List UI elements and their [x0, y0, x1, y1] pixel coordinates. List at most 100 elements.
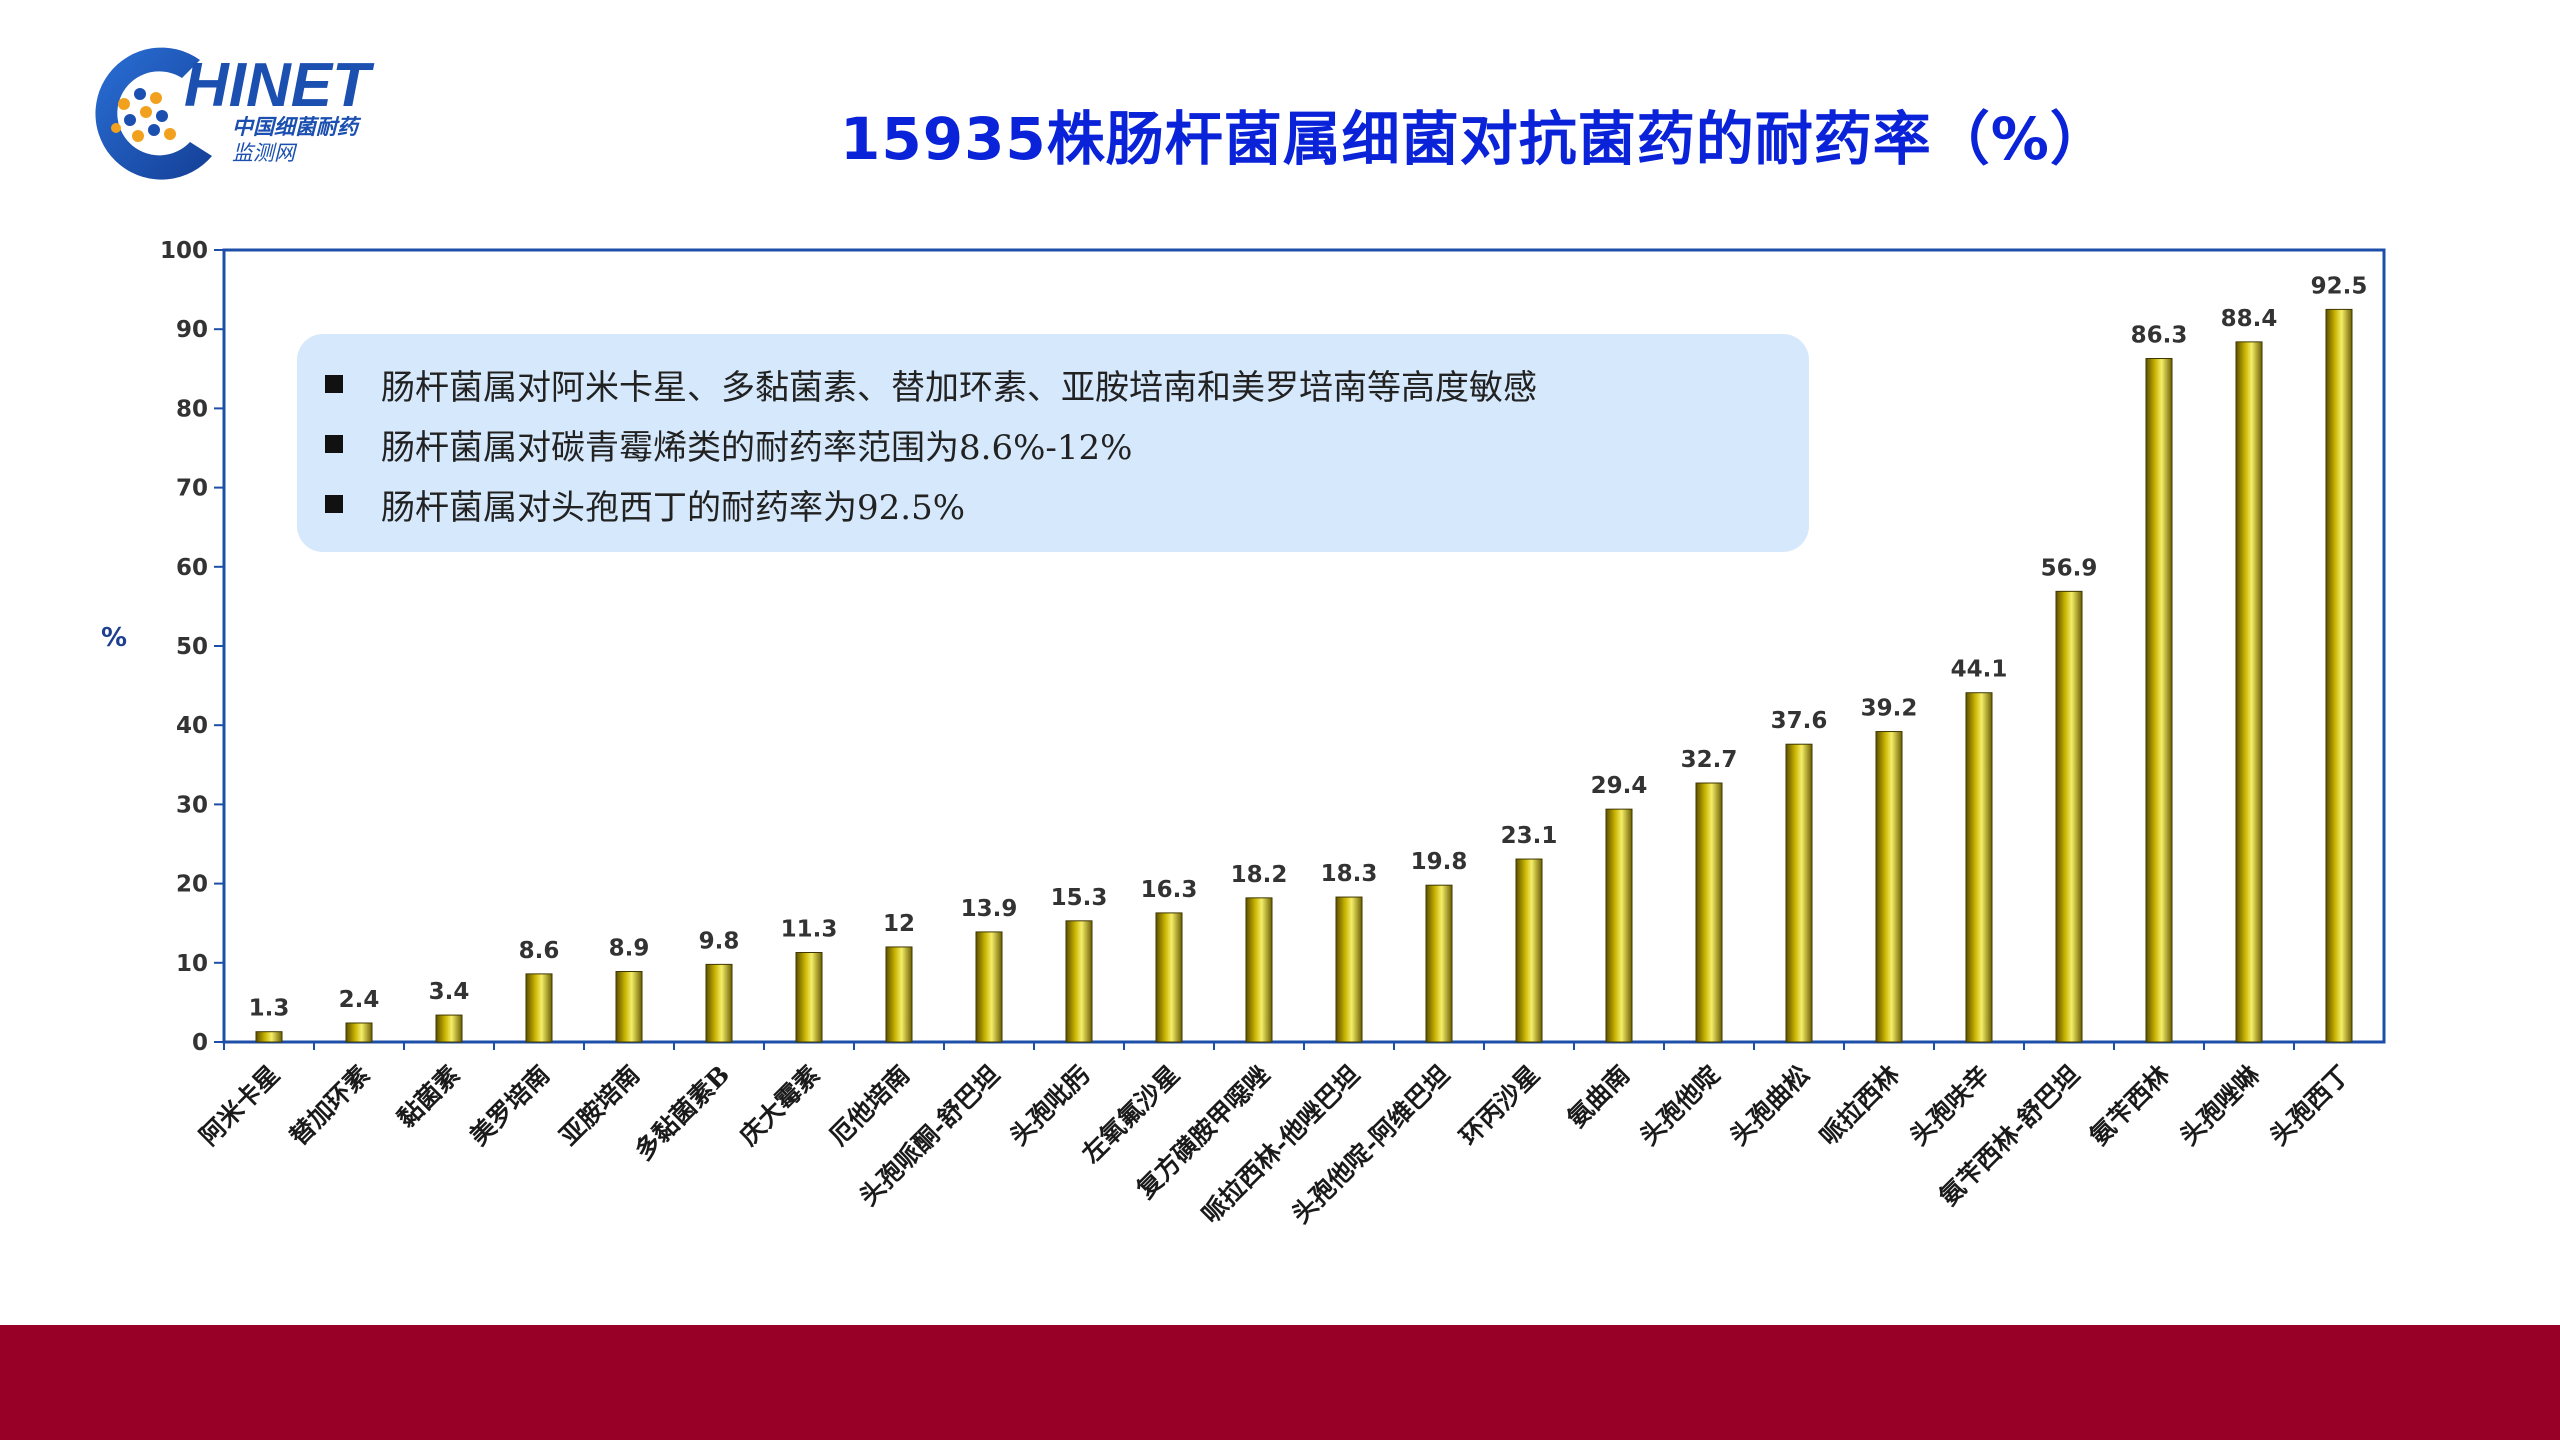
data-label: 92.5 [2311, 273, 2368, 299]
x-tick-label: 多黏菌素B [629, 1060, 735, 1166]
x-tick-label: 哌拉西林-他唑巴坦 [1196, 1060, 1365, 1229]
x-tick-label: 厄他培南 [824, 1060, 915, 1151]
x-tick-label: 氨曲南 [1562, 1060, 1636, 1134]
y-tick-label: 70 [176, 476, 208, 502]
x-tick-label: 环丙沙星 [1454, 1060, 1545, 1151]
logo-globe-icon [95, 47, 212, 180]
data-label: 56.9 [2041, 555, 2098, 581]
y-tick-label: 30 [176, 792, 208, 818]
note-text: 肠杆菌属对阿米卡星、多黏菌素、替加环素、亚胺培南和美罗培南等高度敏感 [381, 367, 1537, 408]
data-label: 86.3 [2131, 323, 2188, 349]
bar [975, 931, 1003, 1043]
note-item: 肠杆菌属对头孢西丁的耐药率为92.5% [325, 474, 1781, 534]
x-tick-label: 头孢唑啉 [2174, 1060, 2265, 1151]
x-tick-label: 头孢呋辛 [1904, 1060, 1995, 1151]
x-tick-label: 替加环素 [284, 1060, 375, 1151]
page-title: 15935株肠杆菌属细菌对抗菌药的耐药率（%） [840, 105, 2109, 173]
data-label: 9.8 [699, 928, 740, 954]
bar [435, 1014, 463, 1043]
data-label: 39.2 [1861, 696, 1918, 722]
data-label: 8.6 [519, 938, 560, 964]
data-label: 2.4 [339, 987, 380, 1013]
bar [795, 952, 823, 1043]
data-label: 23.1 [1501, 823, 1558, 849]
note-item: 肠杆菌属对碳青霉烯类的耐药率范围为8.6%-12% [325, 414, 1781, 474]
y-tick-label: 90 [176, 317, 208, 343]
data-label: 19.8 [1411, 849, 1468, 875]
value-labels: 1.3 2.4 3.4 8.6 8.9 9.8 11.3 12 13.9 15.3 16.3 18.2… [249, 273, 2368, 1021]
square-bullet-icon [325, 435, 343, 453]
data-label: 1.3 [249, 996, 290, 1022]
y-axis: 0 10 20 30 40 50 60 70 80 90 100 [160, 238, 224, 1056]
x-tick-label: 哌拉西林 [1814, 1060, 1905, 1151]
data-label: 3.4 [429, 979, 470, 1005]
data-label: 16.3 [1141, 877, 1198, 903]
logo-name: HINET [184, 51, 375, 120]
bar [1515, 858, 1543, 1043]
bar [2055, 590, 2083, 1043]
logo-subtitle-line1: 中国细菌耐药 [232, 115, 362, 139]
bar [1875, 731, 1903, 1043]
data-label: 18.3 [1321, 861, 1378, 887]
x-tick-label: 美罗培南 [464, 1060, 555, 1151]
bar [1245, 897, 1273, 1043]
x-tick-label: 氨苄西林 [2084, 1060, 2175, 1151]
note-item: 肠杆菌属对阿米卡星、多黏菌素、替加环素、亚胺培南和美罗培南等高度敏感 [325, 354, 1781, 414]
bars [255, 308, 2353, 1043]
data-label: 13.9 [961, 896, 1018, 922]
bar [525, 973, 553, 1043]
notes-box: 肠杆菌属对阿米卡星、多黏菌素、替加环素、亚胺培南和美罗培南等高度敏感 肠杆菌属对… [297, 334, 1809, 552]
x-tick-label: 头孢曲松 [1724, 1060, 1815, 1151]
y-tick-label: 60 [176, 555, 208, 581]
data-label: 8.9 [609, 936, 650, 962]
bar [1425, 884, 1453, 1043]
note-text: 肠杆菌属对头孢西丁的耐药率为92.5% [381, 487, 966, 528]
data-label: 44.1 [1951, 657, 2008, 683]
chinet-logo: HINET 中国细菌耐药 监测网 [95, 47, 375, 180]
y-tick-label: 80 [176, 396, 208, 422]
x-tick-label: 庆大霉素 [734, 1060, 825, 1151]
bar [705, 963, 733, 1043]
bar [1965, 692, 1993, 1043]
x-tick-label: 头孢他啶-阿维巴坦 [1286, 1060, 1455, 1229]
square-bullet-icon [325, 375, 343, 393]
x-tick-label: 黏菌素 [392, 1060, 466, 1134]
bar [2235, 341, 2263, 1043]
square-bullet-icon [325, 495, 343, 513]
bar [1155, 912, 1183, 1043]
y-axis-label: % [101, 623, 127, 653]
bar [1605, 808, 1633, 1043]
data-label: 29.4 [1591, 773, 1648, 799]
x-tick-label: 头孢西丁 [2264, 1060, 2355, 1151]
bar [615, 971, 643, 1043]
y-tick-label: 0 [192, 1030, 208, 1056]
y-tick-label: 10 [176, 951, 208, 977]
bar [885, 946, 913, 1043]
bar [345, 1022, 373, 1043]
data-label: 12 [883, 911, 915, 937]
y-tick-label: 100 [160, 238, 208, 264]
data-label: 15.3 [1051, 885, 1108, 911]
y-tick-label: 40 [176, 713, 208, 739]
y-tick-label: 20 [176, 872, 208, 898]
x-tick-label: 头孢吡肟 [1004, 1060, 1095, 1151]
footer-band [0, 1325, 2560, 1440]
bar [1785, 743, 1813, 1043]
bar [2325, 308, 2353, 1043]
bar-chart: 0 10 20 30 40 50 60 70 80 90 100 1.3 2.4 3.4 8.6 8.9 9.… [101, 238, 2386, 1229]
bar [1065, 920, 1093, 1043]
note-text: 肠杆菌属对碳青霉烯类的耐药率范围为8.6%-12% [381, 427, 1133, 468]
bar [255, 1031, 283, 1043]
bar [1695, 782, 1723, 1043]
x-tick-label: 头孢他啶 [1634, 1060, 1725, 1151]
y-tick-label: 50 [176, 634, 208, 660]
data-label: 18.2 [1231, 862, 1288, 888]
logo-dots-icon [111, 88, 176, 142]
data-label: 11.3 [781, 917, 838, 943]
bar [1335, 896, 1363, 1043]
data-label: 37.6 [1771, 708, 1828, 734]
data-label: 88.4 [2221, 306, 2278, 332]
x-tick-label: 阿米卡星 [194, 1060, 285, 1151]
